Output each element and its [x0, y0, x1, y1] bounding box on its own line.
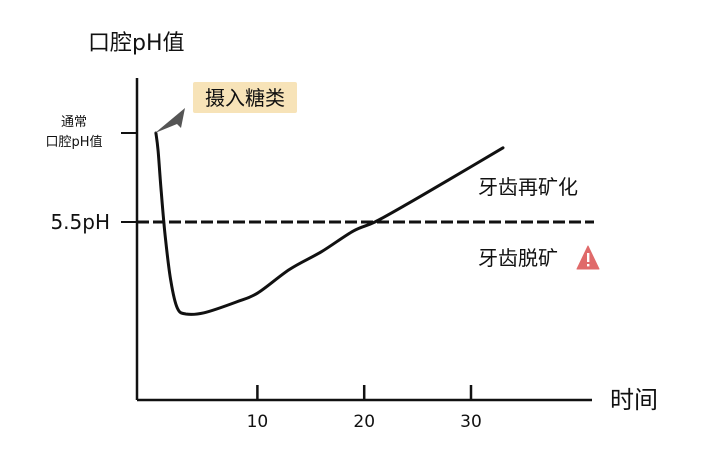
y-tick-label-normal-ph-line1: 通常 — [61, 115, 87, 130]
warning-triangle-icon — [576, 245, 600, 270]
remineralization-label: 牙齿再矿化 — [478, 175, 578, 199]
intake-label-background — [193, 82, 297, 113]
intake-annotation: 摄入糖类 — [155, 82, 297, 133]
x-ticks: 10 20 30 — [247, 385, 482, 432]
y-tick-label-normal-ph-line2: 口腔pH值 — [45, 134, 102, 150]
demineralization-label: 牙齿脱矿 — [478, 246, 558, 270]
x-tick-label-20: 20 — [353, 412, 375, 432]
y-axis-title: 口腔pH值 — [88, 31, 185, 56]
x-tick-label-30: 30 — [460, 412, 482, 432]
arrow-icon — [155, 108, 185, 133]
x-tick-label-10: 10 — [247, 412, 269, 432]
y-tick-label-5-5ph: 5.5pH — [50, 210, 110, 234]
ph-curve-line — [154, 131, 505, 316]
intake-label: 摄入糖类 — [205, 86, 285, 110]
x-axis-title: 时间 — [610, 386, 658, 414]
